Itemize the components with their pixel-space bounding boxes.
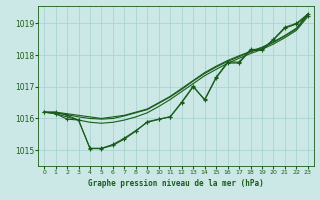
X-axis label: Graphe pression niveau de la mer (hPa): Graphe pression niveau de la mer (hPa) <box>88 179 264 188</box>
